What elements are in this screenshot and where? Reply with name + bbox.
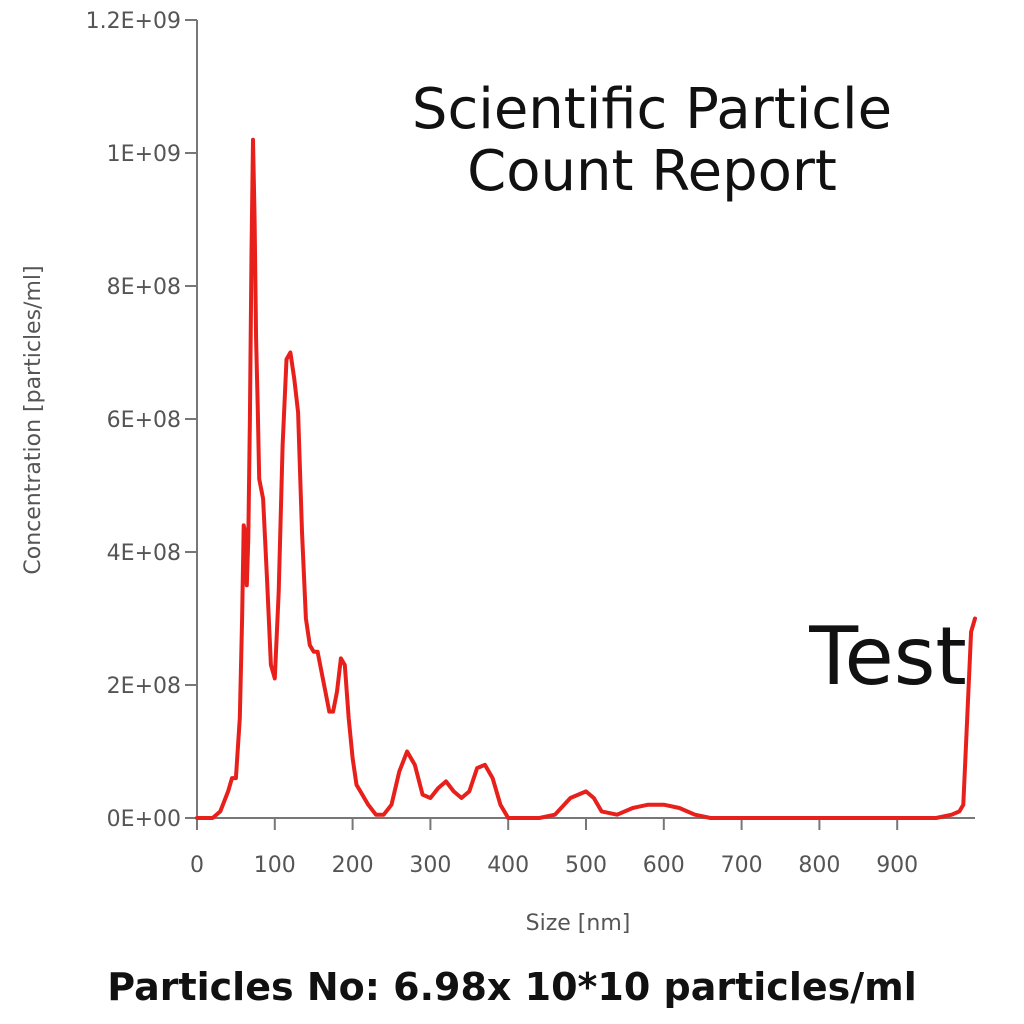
y-tick-label: 6E+08 — [107, 408, 181, 433]
particle-count-footer: Particles No: 6.98x 10*10 particles/ml — [107, 965, 917, 1009]
x-tick-label: 0 — [190, 853, 204, 878]
x-tick-label: 900 — [876, 853, 918, 878]
y-axis-title: Concentration [particles/ml] — [21, 265, 46, 574]
x-tick-label: 800 — [798, 853, 840, 878]
x-tick-label: 300 — [409, 853, 451, 878]
x-tick-label: 200 — [332, 853, 374, 878]
concentration-series-line — [195, 137, 977, 820]
x-tick-label: 600 — [643, 853, 685, 878]
x-tick-label: 700 — [721, 853, 763, 878]
y-axis-ticks: 0E+00 2E+08 4E+08 6E+08 8E+08 1E+09 1.2E+09 — [86, 9, 197, 832]
x-tick-label: 400 — [487, 853, 529, 878]
x-axis-ticks: 0 100 200 300 400 500 600 700 800 900 — [190, 818, 918, 878]
y-tick-label: 8E+08 — [107, 275, 181, 300]
y-tick-label: 1.2E+09 — [86, 9, 181, 34]
chart-title-line-2: Count Report — [467, 139, 837, 204]
y-tick-label: 4E+08 — [107, 541, 181, 566]
chart-title-line-1: Scientific Particle — [412, 77, 892, 142]
y-tick-label: 0E+00 — [107, 807, 181, 832]
y-tick-label: 1E+09 — [107, 142, 181, 167]
y-tick-label: 2E+08 — [107, 674, 181, 699]
x-tick-label: 500 — [565, 853, 607, 878]
x-axis-title: Size [nm] — [526, 911, 631, 936]
chart-annotation: Test — [808, 610, 967, 703]
x-tick-label: 100 — [254, 853, 296, 878]
